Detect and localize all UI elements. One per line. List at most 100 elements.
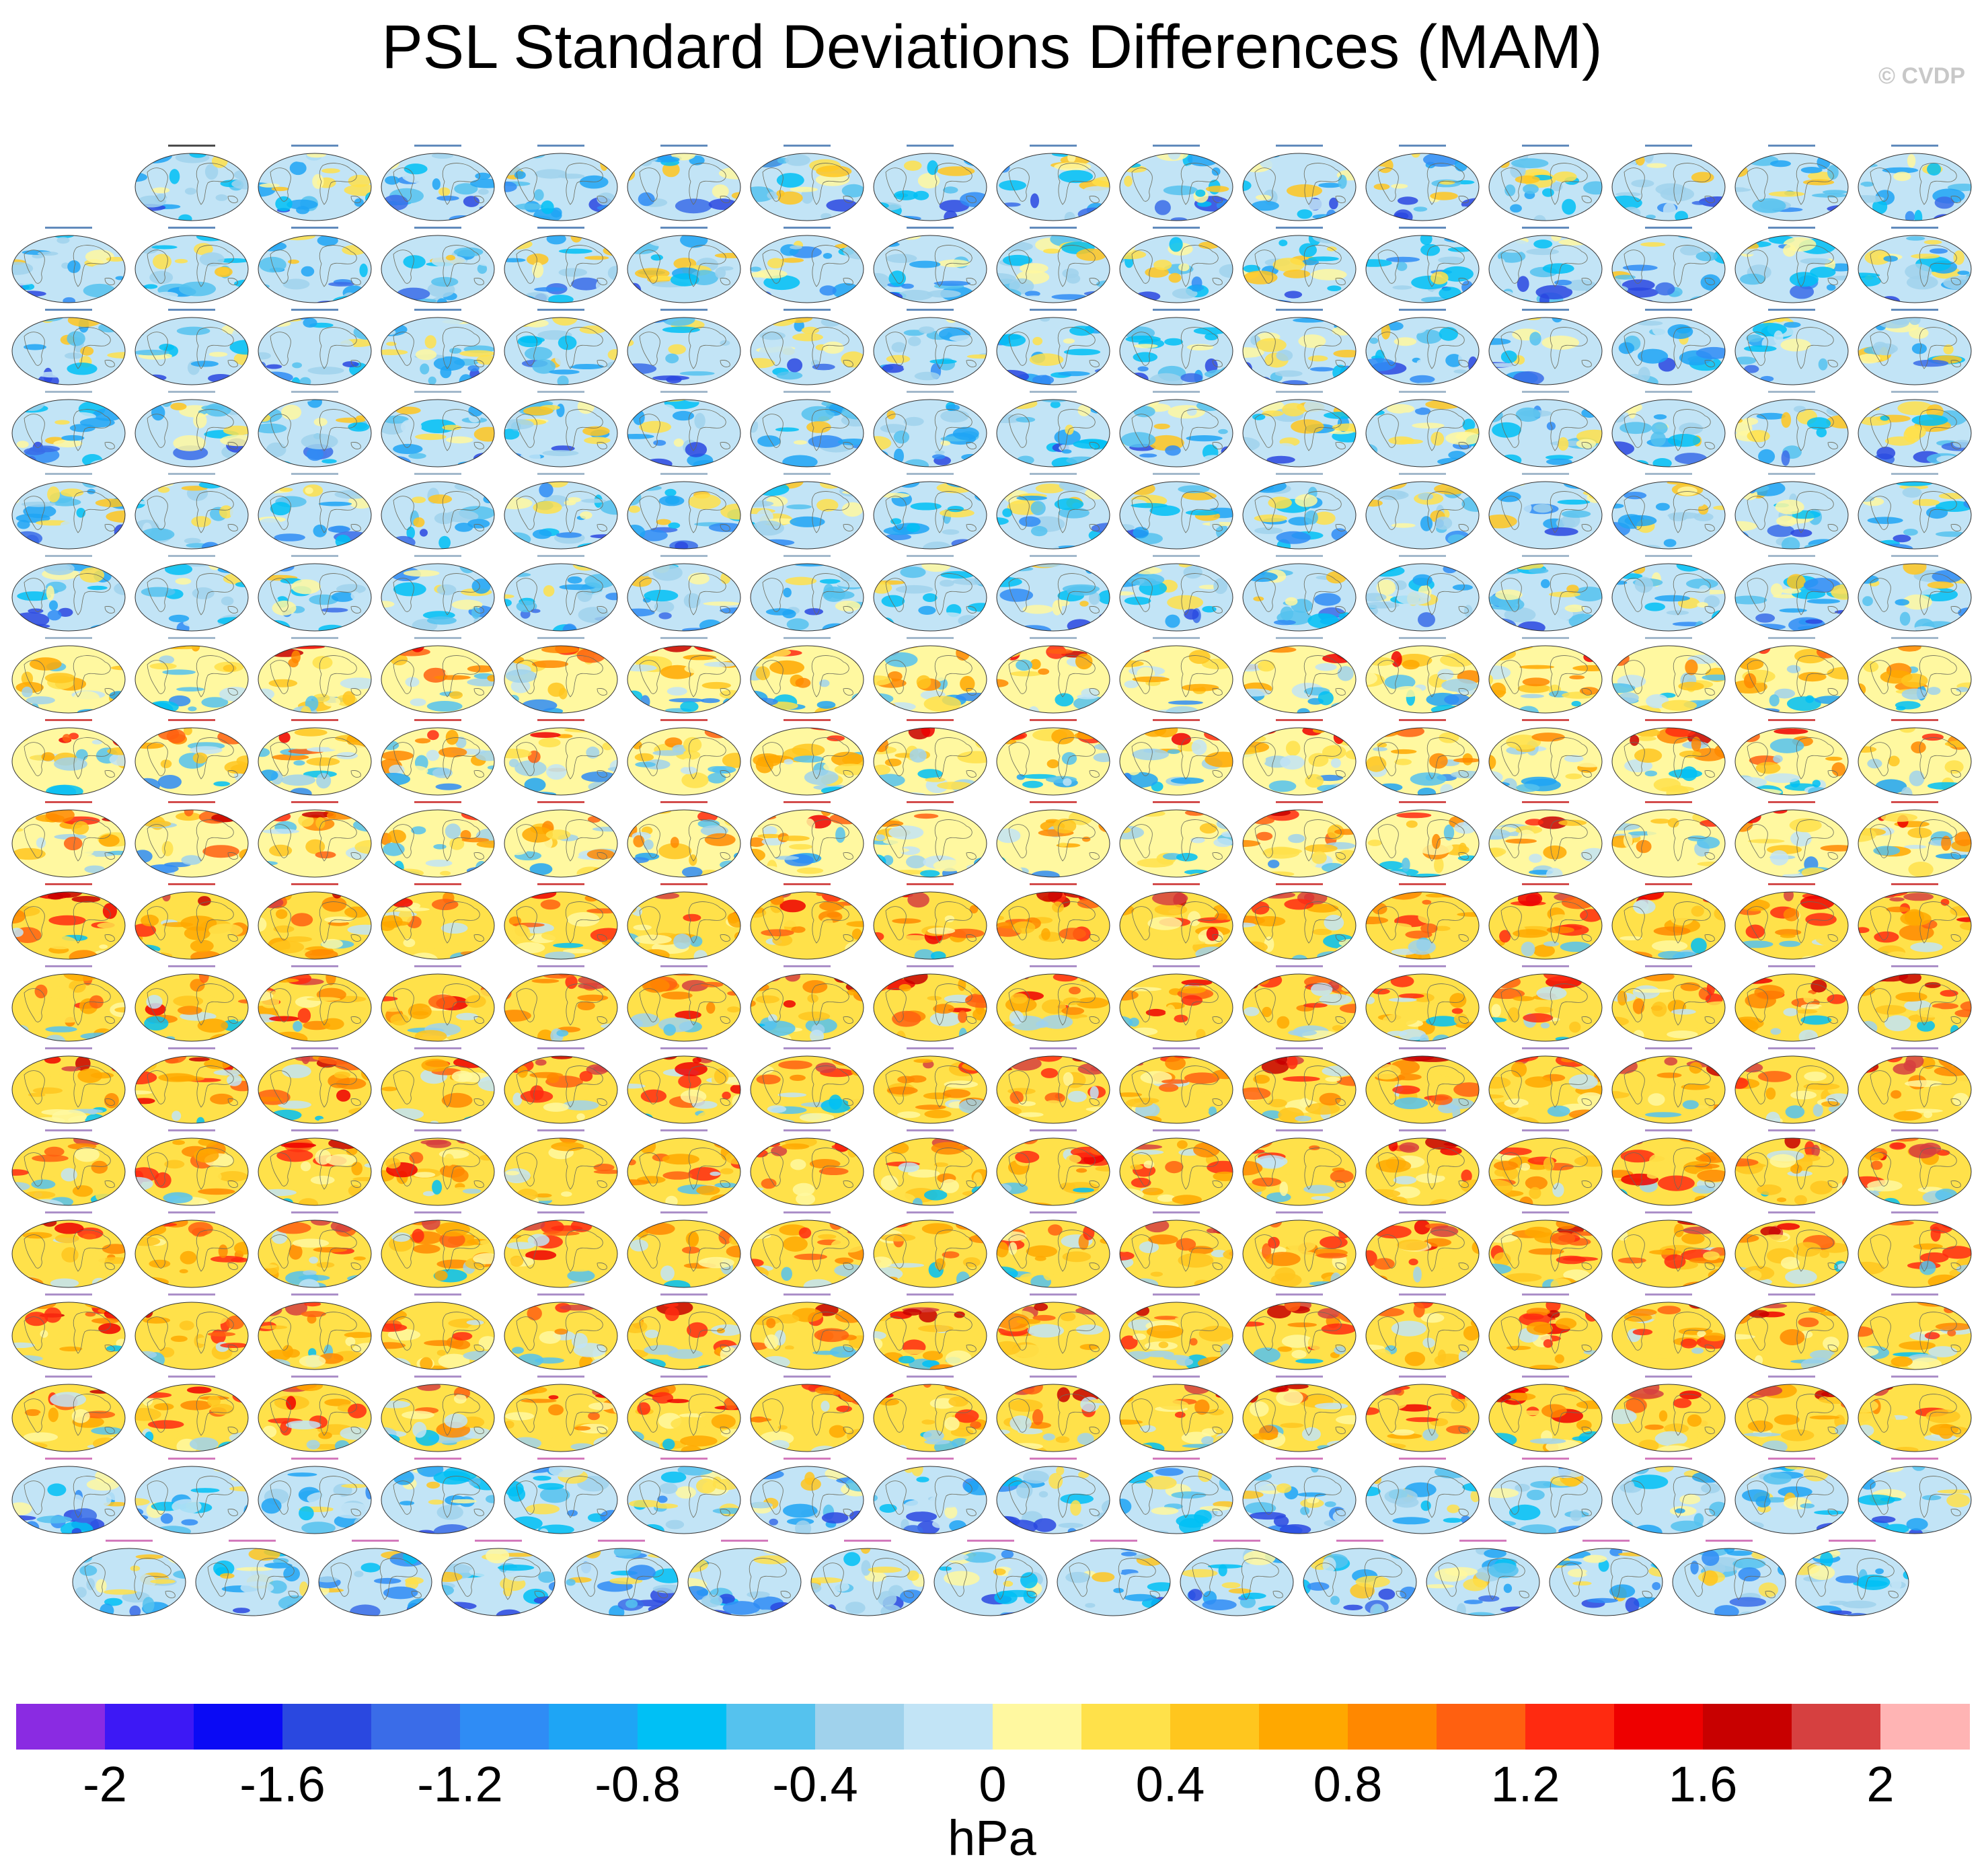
panel-label-mark [134, 552, 250, 561]
panel-label-mark [1611, 141, 1726, 151]
colorbar-tick-label: 0 [979, 1756, 1007, 1812]
colorbar-tick-label: 0.8 [1313, 1756, 1383, 1812]
map-panel-field [504, 727, 618, 796]
colorbar-segment [105, 1704, 194, 1750]
map-panel-field [750, 1302, 864, 1370]
panel-label-mark [1611, 1044, 1726, 1053]
map-panel-field [1488, 809, 1603, 878]
panel-label-mark [11, 305, 126, 315]
map-panel-field [11, 973, 126, 1042]
map-panel-field [1119, 1055, 1233, 1124]
map-panel-field [933, 1548, 1048, 1616]
map-panel-field [1242, 1220, 1357, 1288]
map-panel-field [1242, 1302, 1357, 1370]
panel-label-mark [626, 634, 742, 643]
map-panel-field [1242, 153, 1357, 221]
map-panel [11, 1126, 126, 1208]
map-panel-field [996, 1137, 1110, 1206]
panel-label-mark [1611, 634, 1726, 643]
map-panel-field [1734, 153, 1849, 221]
map-panel [257, 1126, 373, 1208]
panel-label-mark [1611, 1290, 1726, 1300]
map-panel-field [1734, 1466, 1849, 1534]
map-panel [503, 1126, 619, 1208]
map-panel [380, 634, 496, 716]
panel-label-mark [626, 223, 742, 233]
map-panel-field [135, 235, 249, 303]
map-panel [134, 470, 250, 552]
panel-label-mark [1118, 387, 1234, 397]
map-panel-field [1365, 1384, 1480, 1452]
map-panel [1734, 798, 1849, 880]
colorbar-segment [1170, 1704, 1260, 1750]
panel-label-mark [1425, 1536, 1541, 1546]
map-panel [872, 552, 988, 634]
map-panel-field [1119, 973, 1233, 1042]
map-panel-field [1242, 809, 1357, 878]
map-panel [749, 1372, 865, 1454]
panel-label-mark [1857, 305, 1973, 315]
map-panel-field [258, 1384, 372, 1452]
map-panel-field [381, 891, 495, 960]
panel-label-mark [1857, 880, 1973, 889]
map-panel [749, 1290, 865, 1372]
panel-label-mark [380, 716, 496, 725]
map-panel [503, 387, 619, 470]
map-panel-field [1365, 153, 1480, 221]
panel-label-mark [1734, 552, 1849, 561]
map-panel-field [504, 563, 618, 632]
panel-label-mark [380, 1208, 496, 1217]
map-panel-field [750, 481, 864, 550]
map-panel-field [1488, 1220, 1603, 1288]
panel-label-mark [872, 470, 988, 479]
map-panel [995, 716, 1111, 798]
panel-label-mark [872, 305, 988, 315]
map-panel [1734, 962, 1849, 1044]
map-panel [134, 387, 250, 470]
map-panel [380, 798, 496, 880]
map-panel-field [11, 563, 126, 632]
panel-label-mark [1118, 223, 1234, 233]
panel-label-mark [1734, 1126, 1849, 1135]
panel-label-mark [872, 1208, 988, 1217]
map-panel-field [627, 399, 741, 467]
map-panel-field [381, 481, 495, 550]
map-panel-field [381, 235, 495, 303]
map-panel [626, 1126, 742, 1208]
panel-label-mark [1365, 552, 1480, 561]
map-panel-field [135, 317, 249, 385]
map-panel-field [1365, 1466, 1480, 1534]
panel-label-mark [380, 305, 496, 315]
map-panel-field [996, 235, 1110, 303]
map-panel [257, 880, 373, 962]
panel-label-mark [1365, 1044, 1480, 1053]
panel-label-mark [1611, 387, 1726, 397]
panel-label-mark [1179, 1536, 1295, 1546]
panel-label-mark [749, 387, 865, 397]
map-panel-field [1858, 727, 1972, 796]
map-panel [626, 223, 742, 305]
map-panel-field [873, 1384, 987, 1452]
panel-label-mark [872, 1454, 988, 1464]
panel-label-mark [1611, 1454, 1726, 1464]
map-panel [995, 634, 1111, 716]
map-panel-field [1611, 563, 1726, 632]
map-panel [1242, 141, 1357, 223]
panel-label-mark [1857, 798, 1973, 807]
map-panel [1488, 141, 1603, 223]
map-panel [1118, 552, 1234, 634]
panel-label-mark [134, 223, 250, 233]
panel-label-mark [749, 1454, 865, 1464]
panel-label-mark [1857, 552, 1973, 561]
map-panel [71, 1536, 187, 1618]
map-panel [1242, 1372, 1357, 1454]
map-panel [872, 141, 988, 223]
map-panel [687, 1536, 802, 1618]
panel-label-mark [1734, 470, 1849, 479]
map-panel-field [996, 891, 1110, 960]
panel-label-mark [441, 1536, 556, 1546]
map-panel [257, 798, 373, 880]
page-title: PSL Standard Deviations Differences (MAM… [381, 13, 1603, 81]
map-panel [749, 223, 865, 305]
map-panel-field [873, 399, 987, 467]
